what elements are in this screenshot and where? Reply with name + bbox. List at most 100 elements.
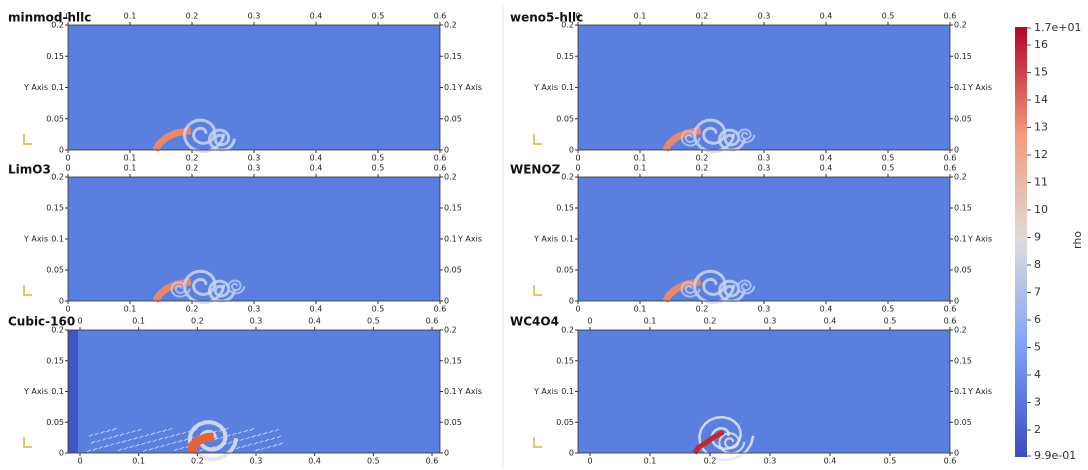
x-tick-label: 0.3 <box>248 164 261 173</box>
x-tick-label: 0.5 <box>882 164 895 173</box>
colorbar-label: 1.7e+01 <box>1034 21 1081 34</box>
x-tick-label: 0.5 <box>372 305 385 314</box>
y-axis-label: Y Axis <box>457 387 482 396</box>
axes-triad <box>534 134 542 144</box>
y-tick-label: 0.2 <box>51 326 64 335</box>
x-tick-label: 0 <box>77 317 82 326</box>
x-tick-label: 0.6 <box>434 154 447 163</box>
y-tick-label: 0.05 <box>954 266 972 275</box>
x-tick-label: 0.5 <box>884 317 897 326</box>
y-tick-label: 0.05 <box>46 266 64 275</box>
x-tick-label: 0.1 <box>634 12 647 21</box>
panel-title: LimO3 <box>8 163 51 177</box>
y-tick-label: 0 <box>444 146 449 155</box>
y-tick-label: 0 <box>569 449 574 458</box>
y-axis-label: Y Axis <box>457 83 482 92</box>
x-tick-label: 0.5 <box>882 12 895 21</box>
x-tick-label: 0 <box>587 457 592 466</box>
panel-title: WC4O4 <box>510 315 559 329</box>
panel: WENOZ000.10.10.20.20.30.30.40.40.50.50.6… <box>510 163 992 314</box>
y-tick-label: 0 <box>569 297 574 306</box>
y-tick-label: 0 <box>444 297 449 306</box>
y-tick-label: 0.1 <box>51 83 64 92</box>
x-tick-label: 0.1 <box>634 164 647 173</box>
x-tick-label: 0.1 <box>132 317 145 326</box>
x-tick-label: 0.2 <box>696 305 709 314</box>
x-tick-label: 0.4 <box>824 457 837 466</box>
x-tick-label: 0.6 <box>434 12 447 21</box>
x-tick-label: 0.3 <box>250 457 263 466</box>
x-tick-label: 0.4 <box>310 154 323 163</box>
colorbar-label: 7 <box>1034 286 1041 299</box>
x-tick-label: 0.4 <box>310 305 323 314</box>
x-tick-label: 0.4 <box>308 457 321 466</box>
x-tick-label: 0.2 <box>186 305 199 314</box>
y-tick-label: 0.15 <box>954 356 972 365</box>
x-tick-label: 0 <box>575 164 580 173</box>
x-tick-label: 0.6 <box>944 317 957 326</box>
y-axis-label: Y Axis <box>967 387 992 396</box>
x-tick-label: 0 <box>65 164 70 173</box>
axes-triad <box>534 285 542 295</box>
field <box>68 25 440 150</box>
x-tick-label: 0.3 <box>250 317 263 326</box>
y-tick-label: 0.05 <box>444 266 462 275</box>
y-tick-label: 0.15 <box>46 52 64 61</box>
field <box>68 330 440 453</box>
y-tick-label: 0.1 <box>561 235 574 244</box>
x-tick-label: 0.5 <box>372 154 385 163</box>
x-tick-label: 0 <box>575 154 580 163</box>
boundary-strip <box>68 330 78 453</box>
y-tick-label: 0.2 <box>561 326 574 335</box>
y-tick-label: 0.2 <box>561 173 574 182</box>
y-tick-label: 0.05 <box>556 418 574 427</box>
panel: minmod-hllc000.10.10.20.20.30.30.40.40.5… <box>8 11 482 163</box>
field <box>578 25 950 150</box>
y-tick-label: 0.15 <box>556 356 574 365</box>
x-tick-label: 0.2 <box>191 317 204 326</box>
x-tick-label: 0.1 <box>132 457 145 466</box>
x-tick-label: 0.3 <box>758 164 771 173</box>
x-tick-label: 0.5 <box>367 317 380 326</box>
colorbar-title: rho <box>1071 231 1084 249</box>
y-tick-label: 0.05 <box>954 114 972 123</box>
colorbar-label: 2 <box>1034 423 1041 436</box>
y-axis-label: Y Axis <box>23 235 48 244</box>
y-tick-label: 0.15 <box>444 52 462 61</box>
y-tick-label: 0.1 <box>444 83 457 92</box>
y-tick-label: 0 <box>59 146 64 155</box>
colorbar-label: 13 <box>1034 121 1048 134</box>
panel-title: minmod-hllc <box>8 11 91 25</box>
y-tick-label: 0.1 <box>561 83 574 92</box>
x-tick-label: 0 <box>65 154 70 163</box>
x-tick-label: 0.1 <box>124 305 137 314</box>
x-tick-label: 0.6 <box>944 154 957 163</box>
y-tick-label: 0.05 <box>46 114 64 123</box>
panel-title: Cubic-160 <box>8 315 75 329</box>
x-tick-label: 0.3 <box>248 12 261 21</box>
y-tick-label: 0.1 <box>561 387 574 396</box>
x-tick-label: 0.1 <box>634 305 647 314</box>
y-tick-label: 0.05 <box>556 266 574 275</box>
y-tick-label: 0.05 <box>444 114 462 123</box>
x-tick-label: 0.6 <box>426 317 439 326</box>
panel: weno5-hllc000.10.10.20.20.30.30.40.40.50… <box>510 11 992 163</box>
y-axis-label: Y Axis <box>533 235 558 244</box>
y-tick-label: 0.2 <box>954 21 967 30</box>
axes-triad <box>534 437 542 447</box>
x-tick-label: 0 <box>77 457 82 466</box>
y-axis-label: Y Axis <box>457 235 482 244</box>
x-tick-label: 0.1 <box>124 12 137 21</box>
colorbar-label: 11 <box>1034 176 1048 189</box>
y-tick-label: 0.15 <box>444 356 462 365</box>
y-tick-label: 0.2 <box>51 173 64 182</box>
colorbar-label: 4 <box>1034 368 1041 381</box>
field <box>578 177 950 301</box>
y-tick-label: 0.05 <box>444 418 462 427</box>
y-tick-label: 0.2 <box>561 21 574 30</box>
x-tick-label: 0.3 <box>764 317 777 326</box>
x-tick-label: 0.6 <box>944 457 957 466</box>
colorbar-label: 6 <box>1034 313 1041 326</box>
x-tick-label: 0 <box>65 12 70 21</box>
x-tick-label: 0.4 <box>820 12 833 21</box>
